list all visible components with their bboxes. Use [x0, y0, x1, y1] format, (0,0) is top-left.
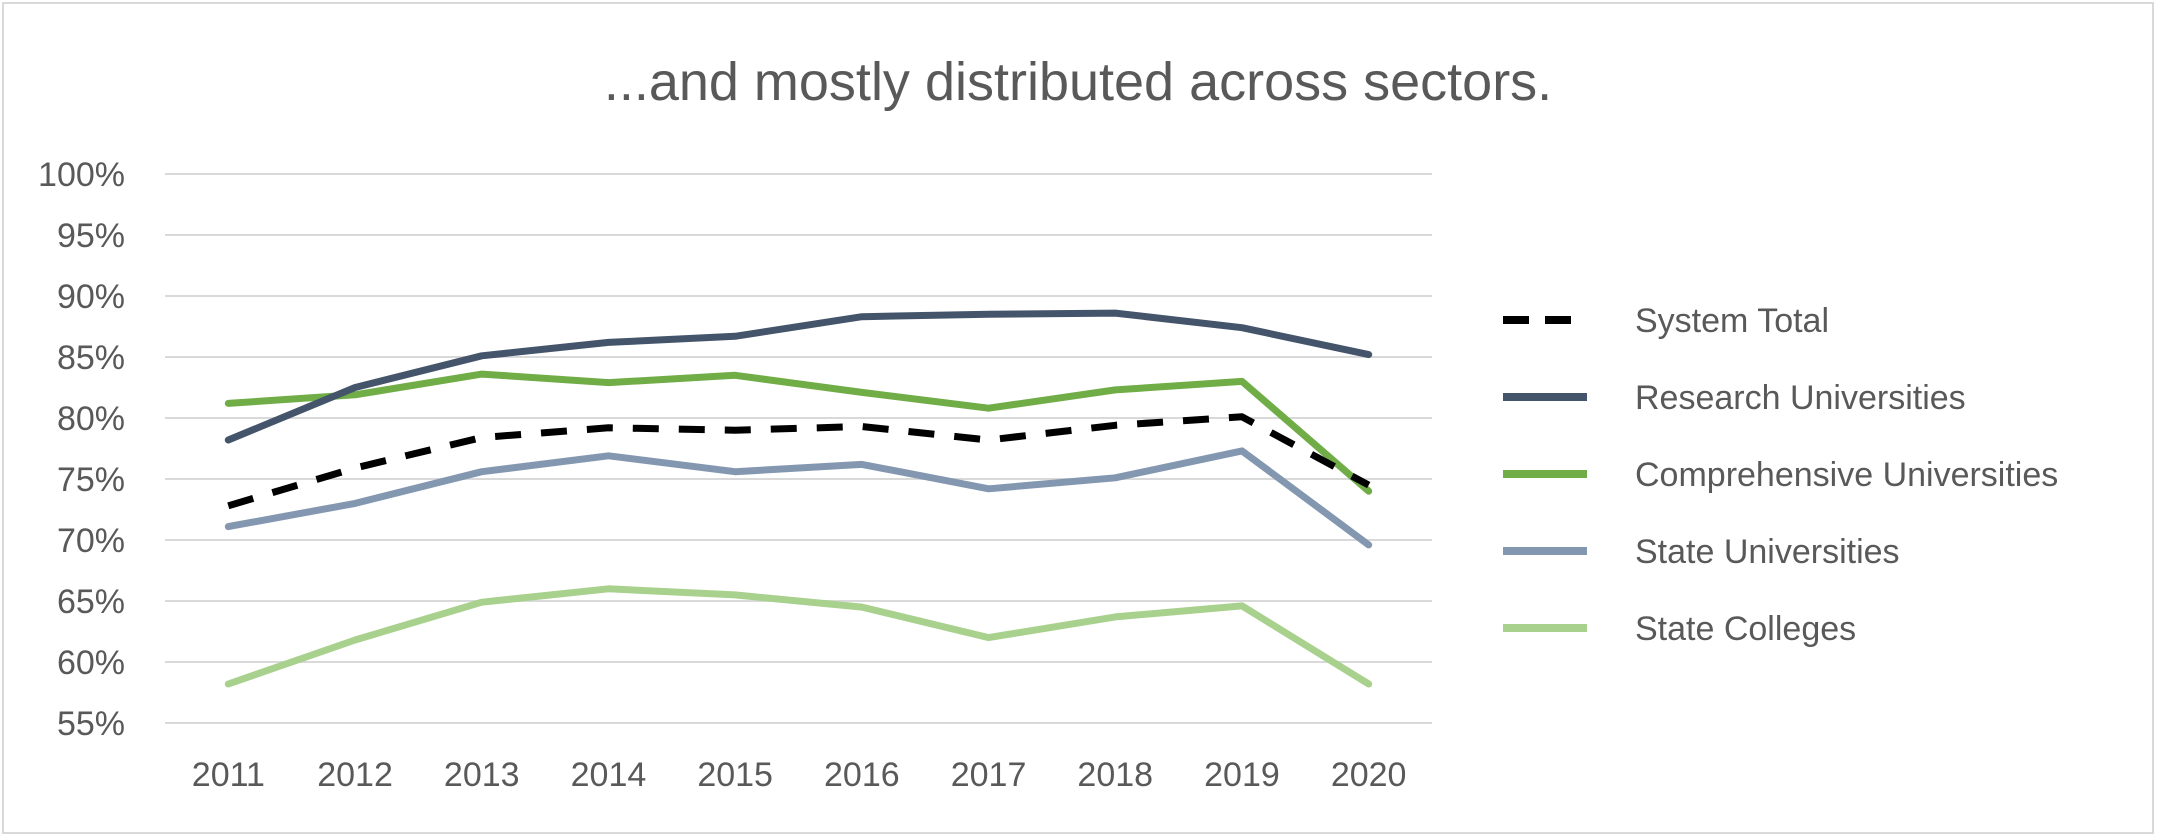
gridlines	[165, 173, 1432, 724]
y-tick-label: 60%	[57, 644, 125, 682]
x-tick-label: 2015	[697, 756, 773, 794]
y-tick-label: 55%	[57, 705, 125, 743]
legend-label: Comprehensive Universities	[1635, 456, 2058, 494]
legend-label: State Universities	[1635, 533, 1900, 571]
x-tick-label: 2014	[571, 756, 647, 794]
y-tick-label: 70%	[57, 522, 125, 560]
series-line-system-total	[227, 413, 1371, 510]
y-tick-label: 100%	[38, 156, 125, 194]
series-lines	[224, 309, 1373, 688]
series-line-comprehensive-universities	[224, 370, 1373, 495]
chart-title: ...and mostly distributed across sectors…	[604, 52, 1552, 112]
x-tick-label: 2012	[317, 756, 393, 794]
x-tick-label: 2011	[192, 756, 265, 794]
y-tick-label: 65%	[57, 583, 125, 621]
y-tick-label: 90%	[57, 278, 125, 316]
legend: System Total Research Universities Compreh…	[1503, 302, 2058, 648]
legend-label: State Colleges	[1635, 610, 1856, 648]
series-line-state-colleges	[224, 585, 1373, 688]
legend-label: System Total	[1635, 302, 1829, 340]
y-axis-ticks: 55% 60% 65% 70% 75% 80% 85% 90% 95% 100%	[38, 156, 125, 743]
x-tick-label: 2017	[951, 756, 1027, 794]
x-tick-label: 2013	[444, 756, 520, 794]
y-tick-label: 75%	[57, 461, 125, 499]
series-line-research-universities	[224, 309, 1373, 444]
series-line-state-universities	[224, 447, 1373, 549]
y-tick-label: 85%	[57, 339, 125, 377]
x-tick-label: 2018	[1077, 756, 1153, 794]
y-tick-label: 80%	[57, 400, 125, 438]
y-tick-label: 95%	[57, 217, 125, 255]
x-tick-label: 2019	[1204, 756, 1280, 794]
x-tick-label: 2020	[1331, 756, 1407, 794]
x-tick-label: 2016	[824, 756, 900, 794]
legend-label: Research Universities	[1635, 379, 1966, 417]
x-axis-ticks: 2011 2012 2013 2014 2015 2016 2017 2018 2019 2020	[192, 756, 1407, 794]
